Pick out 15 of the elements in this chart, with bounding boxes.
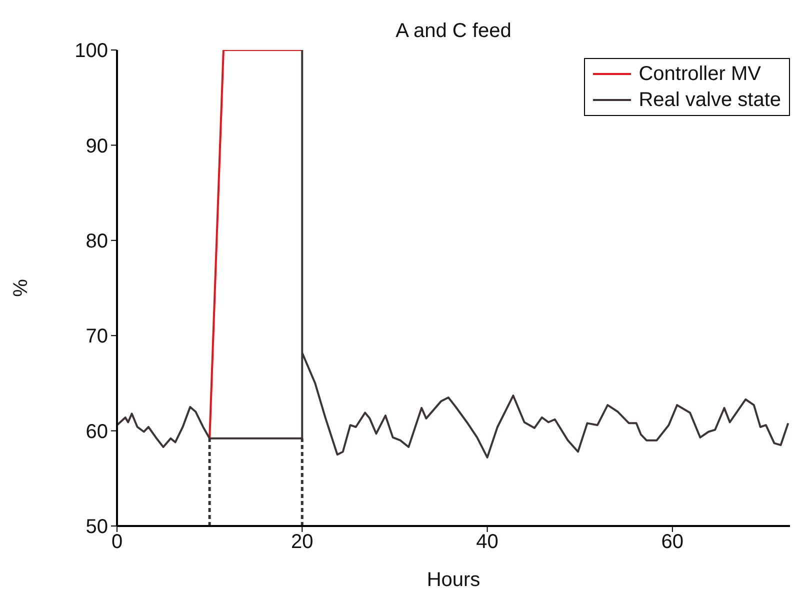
legend-label: Real valve state <box>638 88 781 113</box>
y-tick-label: 50 <box>86 516 108 538</box>
x-tick-label: 60 <box>661 531 684 554</box>
y-tick-label: 100 <box>74 40 108 62</box>
y-tick-label: 80 <box>86 230 108 252</box>
x-axis-title: Hours <box>426 569 480 592</box>
x-tick-label: 20 <box>291 531 314 554</box>
x-tick-label: 40 <box>476 531 498 554</box>
y-axis-title: % <box>10 278 32 297</box>
x-tick-label: 0 <box>111 531 123 554</box>
y-tick-label: 60 <box>86 420 108 443</box>
y-tick-label: 90 <box>86 135 108 158</box>
legend-label: Controller MV <box>638 62 761 87</box>
chart-title: A and C feed <box>394 20 512 43</box>
y-tick-label: 70 <box>86 326 108 348</box>
